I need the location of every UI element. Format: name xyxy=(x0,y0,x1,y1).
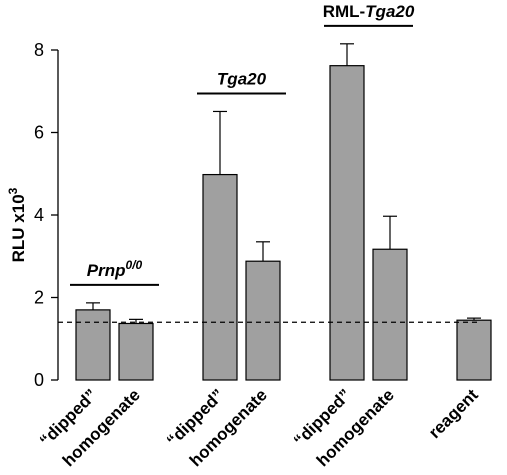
bar xyxy=(75,309,111,381)
category-label: reagent xyxy=(425,385,482,442)
y-tick-label: 8 xyxy=(34,40,44,60)
group-label-name: Prnp xyxy=(87,261,126,280)
group-label: Prnp0/0 xyxy=(87,258,143,280)
y-axis-title-superscript: 3 xyxy=(6,187,20,194)
bar xyxy=(202,173,238,381)
group-label-prefix: RML- xyxy=(323,2,365,21)
group-label-superscript: 0/0 xyxy=(126,258,143,272)
group-label-name: Tga20 xyxy=(217,69,267,88)
bar xyxy=(245,260,281,381)
bar xyxy=(372,248,408,381)
y-tick-label: 0 xyxy=(34,370,44,390)
y-tick-label: 6 xyxy=(34,123,44,143)
bar xyxy=(329,65,365,381)
group-label: Tga20 xyxy=(217,69,267,88)
y-axis-title: RLU x103 xyxy=(6,187,28,262)
bar xyxy=(118,322,154,381)
group-label-name: Tga20 xyxy=(365,2,415,21)
group-label: RML-Tga20 xyxy=(323,2,415,21)
bar xyxy=(456,319,492,381)
y-tick-label: 2 xyxy=(34,288,44,308)
y-tick-label: 4 xyxy=(34,205,44,225)
y-axis-title-text: RLU x10 xyxy=(9,194,28,262)
